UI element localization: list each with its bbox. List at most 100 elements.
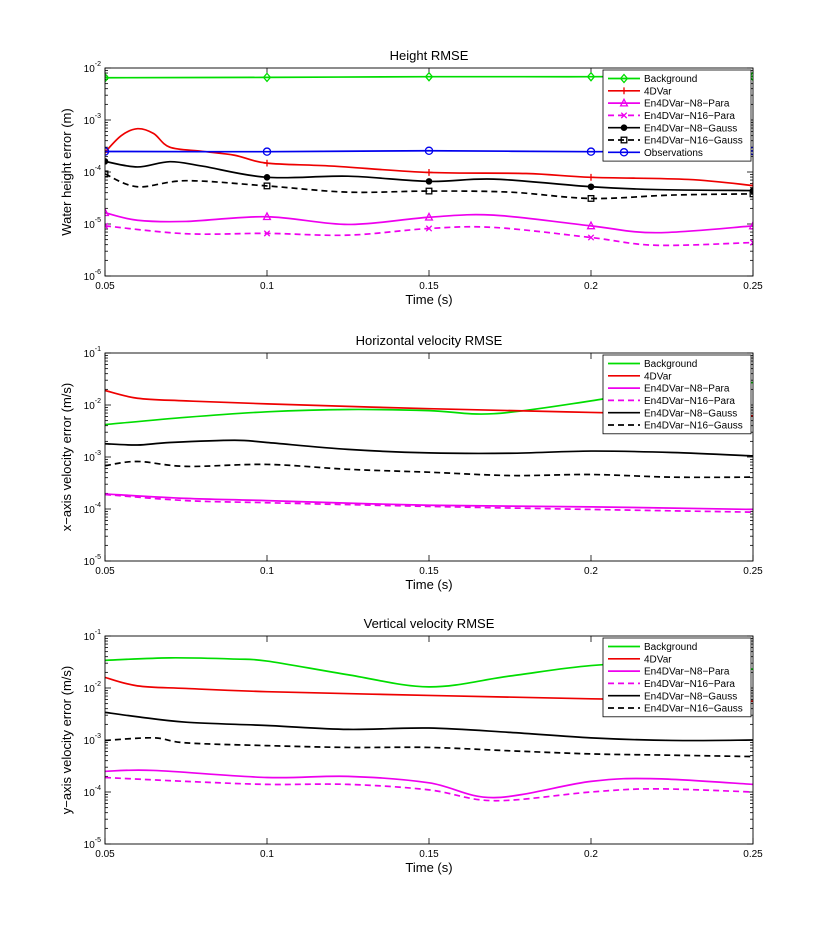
series-line-4 bbox=[105, 439, 753, 457]
series-marker-5 bbox=[425, 187, 433, 195]
y-tick-exponent: -3 bbox=[95, 450, 101, 457]
legend-entry-2: En4DVar−N8−Para bbox=[644, 667, 730, 678]
series-marker-0 bbox=[424, 71, 434, 82]
series-line-4 bbox=[105, 160, 753, 192]
series-marker-0 bbox=[262, 72, 272, 83]
y-tick-label: 10-5 bbox=[84, 217, 101, 231]
y-tick-exponent: -6 bbox=[95, 269, 101, 276]
legend-entry-5: En4DVar−N16−Gauss bbox=[644, 704, 743, 715]
legend-entry-0: Background bbox=[644, 359, 697, 370]
y-tick-label: 10-3 bbox=[84, 450, 101, 464]
series-marker-1 bbox=[749, 182, 753, 189]
x-tick-label: 0.25 bbox=[743, 281, 763, 292]
series-marker-6 bbox=[424, 146, 434, 156]
x-tick-label: 0.05 bbox=[95, 849, 115, 860]
series-marker-5 bbox=[749, 190, 753, 198]
legend-box bbox=[602, 637, 752, 718]
y-axis-label: Water height error (m) bbox=[59, 108, 74, 235]
series-marker-1 bbox=[425, 169, 433, 176]
legend-entry-2: En4DVar−N8−Para bbox=[644, 384, 730, 395]
series-line-5 bbox=[105, 460, 753, 479]
series-marker-1 bbox=[587, 173, 595, 181]
legend-entry-0: Background bbox=[644, 74, 697, 85]
y-tick-exponent: -2 bbox=[95, 398, 101, 405]
series-marker-2 bbox=[262, 211, 272, 221]
y-tick-label: 10-1 bbox=[84, 629, 101, 643]
x-axis-label: Time (s) bbox=[405, 292, 452, 307]
y-tick-exponent: -5 bbox=[95, 837, 101, 844]
legend-entry-4: En4DVar−N8−Gauss bbox=[644, 691, 737, 702]
legend: Background4DVarEn4DVar−N8−ParaEn4DVar−N1… bbox=[602, 354, 752, 435]
x-tick-label: 0.1 bbox=[260, 849, 274, 860]
legend-box bbox=[602, 69, 752, 162]
series-marker-0 bbox=[586, 71, 596, 82]
y-tick-exponent: -4 bbox=[95, 165, 101, 172]
x-tick-label: 0.25 bbox=[743, 566, 763, 577]
chart-title: Horizontal velocity RMSE bbox=[356, 333, 503, 348]
y-tick-label: 10-2 bbox=[84, 398, 101, 412]
y-tick-label: 10-2 bbox=[84, 61, 101, 75]
series-marker-2 bbox=[748, 220, 753, 230]
legend-marker-6 bbox=[619, 148, 629, 157]
series-line-3 bbox=[105, 493, 753, 513]
y-tick-exponent: -5 bbox=[95, 554, 101, 561]
series-marker-0 bbox=[105, 72, 110, 83]
y-tick-label: 10-4 bbox=[84, 502, 101, 516]
x-tick-label: 0.15 bbox=[419, 849, 439, 860]
series-marker-5 bbox=[263, 182, 271, 190]
height-rmse-panel: 10-610-510-410-310-20.05 0.1 0.15 0.2 0.25He… bbox=[59, 48, 763, 307]
legend-marker-4 bbox=[620, 124, 628, 131]
legend-entry-3: En4DVar−N16−Para bbox=[644, 679, 735, 690]
legend-entry-1: 4DVar bbox=[644, 654, 672, 665]
axes-frame bbox=[104, 67, 754, 277]
y-tick-label: 10-1 bbox=[84, 346, 101, 360]
x-tick-label: 0.05 bbox=[95, 566, 115, 577]
y-tick-exponent: -4 bbox=[95, 502, 101, 509]
legend-entry-3: En4DVar−N16−Para bbox=[644, 396, 735, 407]
series-marker-2 bbox=[586, 220, 596, 230]
series-marker-5 bbox=[105, 170, 109, 178]
axes-frame bbox=[104, 635, 754, 845]
y-axis-label: x−axis velocity error (m/s) bbox=[59, 383, 74, 531]
legend-marker-5 bbox=[620, 136, 628, 144]
series-line-2 bbox=[105, 493, 753, 511]
y-tick-exponent: -1 bbox=[95, 346, 101, 353]
series-line-5 bbox=[105, 736, 753, 758]
x-tick-label: 0.2 bbox=[584, 281, 598, 292]
series-line-4 bbox=[105, 711, 753, 742]
series-line-2 bbox=[105, 769, 753, 799]
x-tick-label: 0.1 bbox=[260, 281, 274, 292]
legend-entry-0: Background bbox=[644, 642, 697, 653]
y-tick-exponent: -1 bbox=[95, 629, 101, 636]
y-tick-exponent: -3 bbox=[95, 113, 101, 120]
legend-entry-4: En4DVar−N8−Gauss bbox=[644, 408, 737, 419]
x-tick-label: 0.05 bbox=[95, 281, 115, 292]
x-tick-label: 0.1 bbox=[260, 566, 274, 577]
legend-entry-1: 4DVar bbox=[644, 86, 672, 97]
legend-entry-6: Observations bbox=[644, 148, 703, 159]
series-marker-3 bbox=[105, 222, 109, 230]
axes-frame bbox=[104, 352, 754, 562]
legend-entry-3: En4DVar−N16−Para bbox=[644, 111, 735, 122]
series-line-3 bbox=[105, 776, 753, 802]
y-tick-label: 10-3 bbox=[84, 113, 101, 127]
series-marker-3 bbox=[425, 225, 433, 232]
legend-entry-2: En4DVar−N8−Para bbox=[644, 99, 730, 110]
legend-marker-1 bbox=[620, 87, 628, 95]
legend-entry-4: En4DVar−N8−Gauss bbox=[644, 123, 737, 134]
legend-marker-2 bbox=[619, 97, 629, 107]
series-marker-4 bbox=[587, 183, 595, 191]
legend-entry-1: 4DVar bbox=[644, 371, 672, 382]
legend-box bbox=[602, 354, 752, 435]
y-tick-exponent: -3 bbox=[95, 733, 101, 740]
legend-entry-5: En4DVar−N16−Gauss bbox=[644, 136, 743, 147]
x-axis-label: Time (s) bbox=[405, 860, 452, 875]
y-tick-label: 10-4 bbox=[84, 785, 101, 799]
legend: Background4DVarEn4DVar−N8−ParaEn4DVar−N1… bbox=[602, 637, 752, 718]
series-line-2 bbox=[105, 211, 753, 234]
legend-entry-5: En4DVar−N16−Gauss bbox=[644, 421, 743, 432]
series-marker-6 bbox=[262, 147, 272, 156]
series-marker-1 bbox=[263, 159, 271, 167]
y-axis-label: y−axis velocity error (m/s) bbox=[59, 666, 74, 814]
